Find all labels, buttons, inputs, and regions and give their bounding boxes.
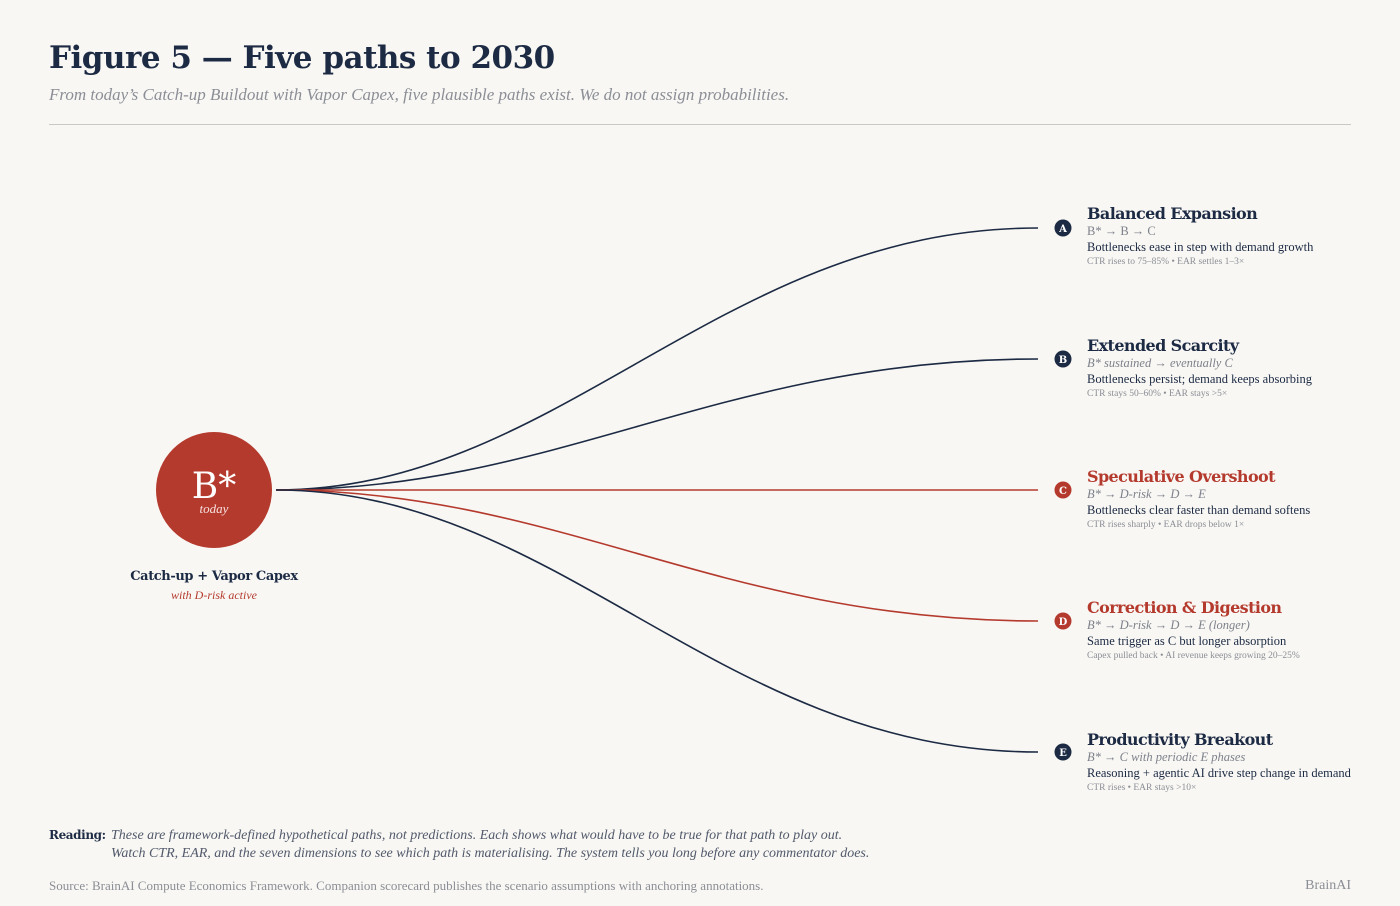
scenario-metrics: CTR rises sharply • EAR drops below 1× <box>1087 520 1245 530</box>
scenario-marker-letter: E <box>1059 748 1067 759</box>
source-note: Source: BrainAI Compute Economics Framew… <box>49 878 764 893</box>
scenario-description: Bottlenecks ease in step with demand gro… <box>1087 240 1314 254</box>
reading-line-1: These are framework-defined hypothetical… <box>111 828 843 843</box>
scenario-description: Reasoning + agentic AI drive step change… <box>1087 766 1351 780</box>
scenario-path: B* → D-risk → D → E <box>1087 487 1206 501</box>
branch-line-a <box>275 227 1039 491</box>
scenario-path: B* → B → C <box>1087 224 1156 238</box>
scenario-name: Balanced Expansion <box>1087 204 1258 223</box>
branch-line-d <box>275 489 1039 622</box>
scenario-name: Extended Scarcity <box>1087 336 1239 355</box>
reading-label: Reading: <box>49 828 106 842</box>
scenario-name: Correction & Digestion <box>1087 598 1282 617</box>
scenario-c: Speculative Overshoot B* → D-risk → D → … <box>1087 468 1310 531</box>
origin-circle <box>156 432 272 548</box>
scenario-a: Balanced Expansion B* → B → C Bottleneck… <box>1087 205 1313 268</box>
scenario-marker-d <box>1054 612 1072 630</box>
header-divider <box>49 124 1351 125</box>
scenario-path: B* → C with periodic E phases <box>1087 750 1246 764</box>
scenario-marker-letter: D <box>1059 617 1068 628</box>
scenario-metrics: CTR stays 50–60% • EAR stays >5× <box>1087 389 1228 399</box>
reading-note: These are framework-defined hypothetical… <box>111 827 869 863</box>
origin-name: Catch-up + Vapor Capex <box>130 569 298 584</box>
scenario-marker-e <box>1054 743 1072 761</box>
figure-title: Figure 5 — Five paths to 2030 <box>49 40 555 76</box>
scenario-markers: A B C D E <box>1054 219 1072 761</box>
scenario-e: Productivity Breakout B* → C with period… <box>1087 731 1351 794</box>
scenario-metrics: CTR rises • EAR stays >10× <box>1087 783 1197 793</box>
scenario-marker-letter: C <box>1059 486 1067 497</box>
scenario-description: Bottlenecks persist; demand keeps absorb… <box>1087 372 1312 386</box>
scenario-marker-letter: A <box>1058 224 1067 235</box>
scenario-name: Productivity Breakout <box>1087 730 1273 749</box>
origin-sub: with D-risk active <box>171 588 257 602</box>
scenario-marker-b <box>1054 350 1072 368</box>
branch-line-b <box>275 358 1039 491</box>
branch-line-e <box>275 489 1039 753</box>
origin-today-label: today <box>200 501 229 516</box>
scenario-metrics: CTR rises to 75–85% • EAR settles 1–3× <box>1087 257 1245 267</box>
origin-symbol: B* <box>192 466 236 507</box>
scenario-b: Extended Scarcity B* sustained → eventua… <box>1087 337 1312 400</box>
scenario-description: Bottlenecks clear faster than demand sof… <box>1087 503 1311 517</box>
branch-lines <box>275 227 1039 753</box>
scenario-name: Speculative Overshoot <box>1087 467 1275 486</box>
brand-mark: BrainAI <box>1305 878 1351 893</box>
scenario-marker-a <box>1054 219 1072 237</box>
scenario-description: Same trigger as C but longer absorption <box>1087 634 1287 648</box>
scenario-path: B* → D-risk → D → E (longer) <box>1087 618 1250 632</box>
reading-line-2: Watch CTR, EAR, and the seven dimensions… <box>111 846 870 861</box>
scenario-metrics: Capex pulled back • AI revenue keeps gro… <box>1087 651 1300 661</box>
scenario-marker-c <box>1054 481 1072 499</box>
scenario-path: B* sustained → eventually C <box>1087 356 1233 370</box>
scenario-d: Correction & Digestion B* → D-risk → D →… <box>1087 599 1300 662</box>
scenario-marker-letter: B <box>1059 355 1067 366</box>
figure-subtitle: From today’s Catch-up Buildout with Vapo… <box>49 85 790 104</box>
